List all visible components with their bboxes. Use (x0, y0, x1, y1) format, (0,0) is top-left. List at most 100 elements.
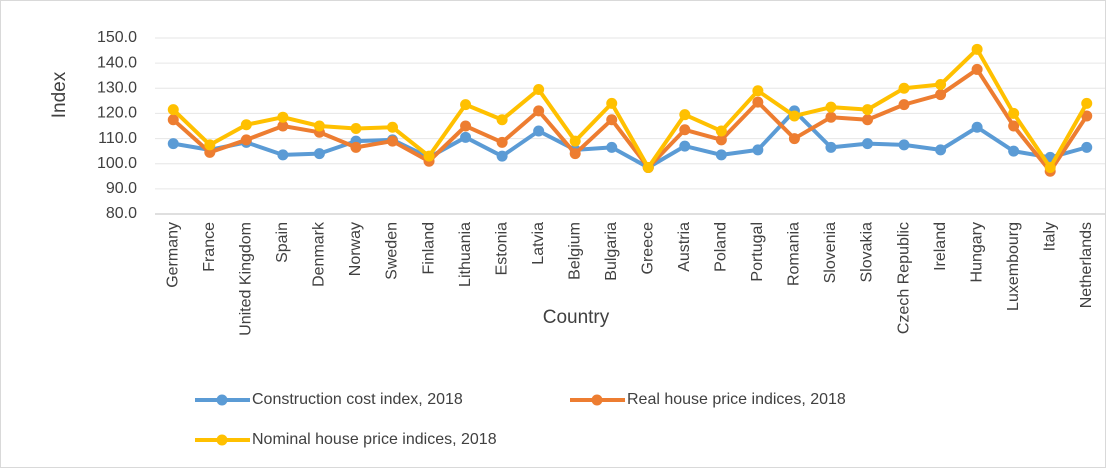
data-point (1081, 110, 1093, 122)
data-point (715, 134, 727, 146)
data-point (1008, 120, 1020, 132)
x-tick-label: Germany (164, 222, 181, 288)
data-point (533, 105, 545, 117)
data-point (569, 148, 581, 160)
data-point (1081, 141, 1093, 153)
legend-marker (591, 394, 603, 406)
data-point (460, 131, 472, 143)
data-point (935, 79, 947, 91)
data-point (971, 43, 983, 55)
data-point (752, 96, 764, 108)
data-point (240, 119, 252, 131)
x-tick-label: France (201, 222, 218, 272)
legend-marker (216, 394, 228, 406)
y-tick-label: 130.0 (97, 80, 137, 97)
data-point (862, 104, 873, 116)
data-point (1081, 97, 1093, 109)
data-point (313, 120, 325, 132)
data-point (204, 146, 216, 158)
data-point (387, 121, 398, 133)
data-point (898, 99, 910, 111)
x-tick-label: Greece (639, 222, 656, 275)
series-line (171, 47, 1089, 170)
data-point (387, 135, 398, 147)
legend-label: Construction cost index, 2018 (252, 391, 463, 408)
data-point (715, 149, 727, 161)
data-point (642, 161, 654, 173)
y-tick-label: 110.0 (98, 130, 137, 147)
data-point (935, 144, 947, 156)
data-point (350, 141, 362, 153)
y-tick-label: 100.0 (97, 155, 137, 172)
data-point (277, 149, 289, 161)
data-point (277, 120, 289, 132)
legend-label: Real house price indices, 2018 (627, 391, 846, 408)
data-point (204, 139, 216, 151)
y-tick-label: 150.0 (97, 29, 137, 46)
data-point (496, 114, 508, 126)
x-tick-label: Sweden (384, 222, 401, 280)
data-point (862, 114, 873, 126)
series-line (172, 108, 1088, 170)
x-tick-label: Czech Republic (895, 222, 912, 334)
data-point (496, 136, 508, 148)
data-point (240, 134, 252, 146)
data-point (460, 99, 472, 111)
y-tick-label: 90.0 (106, 180, 137, 197)
data-point (679, 140, 691, 152)
data-point (606, 97, 618, 109)
y-tick-label: 120.0 (97, 105, 137, 122)
data-point (971, 63, 983, 75)
y-tick-label: 140.0 (97, 54, 137, 71)
data-point (423, 150, 435, 162)
data-point (788, 110, 800, 122)
x-axis-title: Country (543, 307, 610, 328)
x-tick-label: Slovakia (859, 222, 876, 283)
data-point (971, 121, 983, 133)
x-tick-label: Italy (1041, 222, 1058, 251)
data-point (313, 148, 325, 160)
data-point (898, 139, 910, 151)
x-tick-label: Denmark (311, 221, 328, 287)
data-point (277, 111, 289, 123)
series-line (171, 67, 1089, 174)
x-tick-label: Norway (347, 222, 364, 276)
data-point (715, 125, 727, 137)
x-tick-label: Luxembourg (1005, 222, 1022, 311)
data-point (460, 120, 472, 132)
data-point (1044, 161, 1056, 173)
data-point (935, 89, 947, 101)
data-point (862, 138, 873, 150)
x-tick-label: Ireland (932, 222, 949, 271)
data-point (825, 141, 837, 153)
x-tick-label: Poland (713, 222, 730, 272)
data-point (533, 125, 545, 137)
data-point (167, 138, 179, 150)
data-point (606, 114, 618, 126)
data-point (1008, 107, 1020, 119)
data-point (533, 84, 545, 96)
data-point (788, 133, 800, 145)
x-tick-label: Romania (786, 222, 803, 286)
x-tick-label: Belgium (566, 222, 583, 280)
data-point (167, 114, 179, 126)
x-tick-label: Netherlands (1078, 222, 1095, 308)
y-axis-title: Index (49, 71, 70, 118)
data-point (752, 85, 764, 97)
data-point (496, 150, 508, 162)
legend-marker (216, 434, 228, 446)
data-point (898, 82, 910, 94)
data-point (606, 141, 618, 153)
data-point (350, 123, 362, 135)
data-point (569, 135, 581, 147)
data-point (825, 111, 837, 123)
x-tick-label: Austria (676, 222, 693, 272)
x-tick-label: Hungary (968, 222, 985, 282)
y-tick-label: 80.0 (106, 205, 137, 222)
data-point (679, 124, 691, 136)
x-tick-label: United Kingdom (238, 222, 255, 336)
x-tick-label: Spain (274, 222, 291, 263)
x-tick-label: Bulgaria (603, 222, 620, 281)
